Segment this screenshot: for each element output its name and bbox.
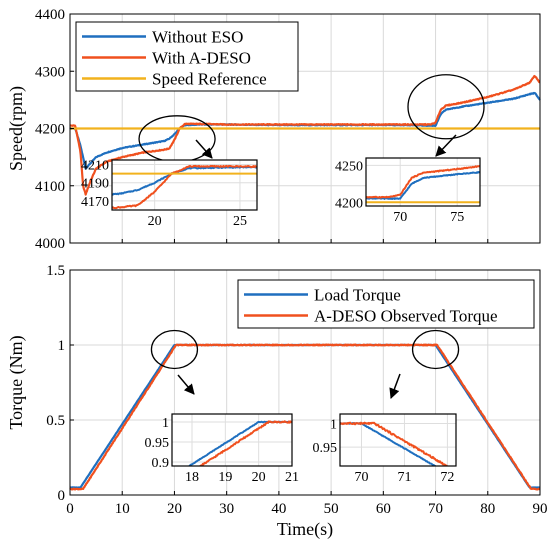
- inset-lines: [112, 164, 257, 210]
- inset-x-tick-label: 18: [185, 470, 199, 485]
- series-line-2: [69, 74, 541, 196]
- inset-y-tick-label: 0.9: [152, 456, 170, 471]
- speed-plot: 4000 4100 4200 4300 4400 Speed(rpm) Without ES…: [6, 7, 541, 252]
- inset-lines: [366, 165, 480, 204]
- inset-y-tick-label: 4200: [335, 196, 363, 211]
- inset-plot: 18 19 20 21 0.9 0.95 1: [145, 413, 299, 485]
- inset-series-line: [340, 421, 450, 466]
- inset-plot: 70 75 4200 4250: [335, 157, 481, 225]
- legend-label: With A-DESO: [152, 49, 251, 68]
- inset-x-tick-label: 20: [252, 470, 266, 485]
- zoom-ellipse: [411, 329, 460, 370]
- zoom-ellipse: [138, 115, 216, 163]
- x-tick-label: 40: [271, 501, 286, 517]
- zoom-arrow: [177, 374, 195, 395]
- inset-x-tick-label: 71: [397, 470, 411, 485]
- legend-label: Without ESO: [152, 28, 243, 47]
- inset-x-tick-label: 19: [218, 470, 232, 485]
- inset-series-line: [366, 165, 480, 199]
- inset-frame: [339, 413, 457, 467]
- inset-frame: [171, 413, 293, 467]
- x-tick-label: 80: [480, 501, 495, 517]
- inset-x-tick-label: 70: [354, 470, 368, 485]
- x-tick-label: 70: [428, 501, 443, 517]
- inset-frame: [111, 159, 258, 211]
- series-line-1: [69, 343, 541, 489]
- series-line-2: [69, 343, 541, 491]
- y-tick-label: 0.5: [46, 413, 65, 429]
- inset-y-tick-label: 4250: [335, 159, 363, 174]
- y-axis-label: Torque (Nm): [6, 335, 27, 429]
- inset-series-line: [366, 171, 480, 200]
- inset-x-tick-label: 20: [148, 214, 162, 229]
- inset-x-tick-label: 25: [233, 214, 247, 229]
- inset-series-line: [112, 165, 257, 196]
- inset-y-tick-label: 1: [162, 416, 169, 431]
- legend-label: Load Torque: [314, 286, 401, 305]
- inset-series-line: [112, 164, 257, 210]
- y-tick-label: 4100: [35, 179, 65, 195]
- zoom-arrow: [435, 134, 457, 157]
- inset-x-tick-label: 75: [450, 210, 464, 225]
- series-line-1: [69, 91, 541, 170]
- zoom-ellipse: [150, 329, 199, 370]
- inset-x-tick-label: 21: [285, 470, 299, 485]
- zoom-arrow: [389, 373, 401, 399]
- inset-background: [340, 414, 456, 466]
- inset-y-tick-label: 0.95: [313, 441, 338, 456]
- inset-frame: [365, 157, 481, 207]
- y-tick-label: 4200: [35, 122, 65, 138]
- inset-y-tick-label: 4170: [81, 195, 109, 210]
- legend: Without ESO With A-DESO Speed Reference: [75, 21, 299, 92]
- inset-y-tick-label: 0.95: [145, 436, 170, 451]
- y-axis-label: Speed(rpm): [6, 86, 27, 171]
- zoom-arrow: [195, 139, 213, 159]
- inset-series-line: [199, 420, 292, 466]
- y-tick-label: 4000: [35, 236, 65, 252]
- x-tick-label: 10: [115, 501, 130, 517]
- legend: Load Torque A-DESO Observed Torque: [237, 279, 535, 329]
- legend-label: A-DESO Observed Torque: [314, 307, 498, 326]
- inset-y-tick-label: 1: [330, 417, 337, 432]
- y-tick-label: 1.5: [46, 263, 65, 279]
- axes-frame: [69, 269, 541, 496]
- inset-y-tick-label: 4190: [81, 177, 109, 192]
- x-tick-label: 30: [219, 501, 234, 517]
- inset-lines: [340, 421, 450, 466]
- x-tick-label: 20: [167, 501, 182, 517]
- x-axis-label: Time(s): [277, 519, 333, 540]
- y-tick-label: 0: [58, 488, 66, 504]
- x-tick-label: 50: [324, 501, 339, 517]
- legend-label: Speed Reference: [152, 70, 267, 89]
- zoom-ellipse: [407, 74, 485, 140]
- inset-lines: [187, 420, 292, 466]
- inset-x-tick-label: 70: [393, 210, 407, 225]
- inset-plot: 70 71 72 0.95 1: [313, 413, 457, 485]
- torque-plot: 0 10 20 30 40 50 60 70 80 90 0 0.5 1 1.5 Torque (Nm) Ti…: [6, 263, 548, 540]
- x-tick-label: 0: [66, 501, 74, 517]
- inset-x-tick-label: 72: [440, 470, 454, 485]
- x-tick-label: 60: [376, 501, 391, 517]
- x-tick-label: 90: [533, 501, 548, 517]
- inset-plot: 20 25 4170 4190 4210: [81, 159, 258, 229]
- inset-y-tick-label: 4210: [81, 159, 109, 174]
- y-tick-label: 4400: [35, 7, 65, 23]
- legend-box: [237, 279, 535, 329]
- y-tick-label: 4300: [35, 64, 65, 80]
- y-tick-label: 1: [58, 338, 66, 354]
